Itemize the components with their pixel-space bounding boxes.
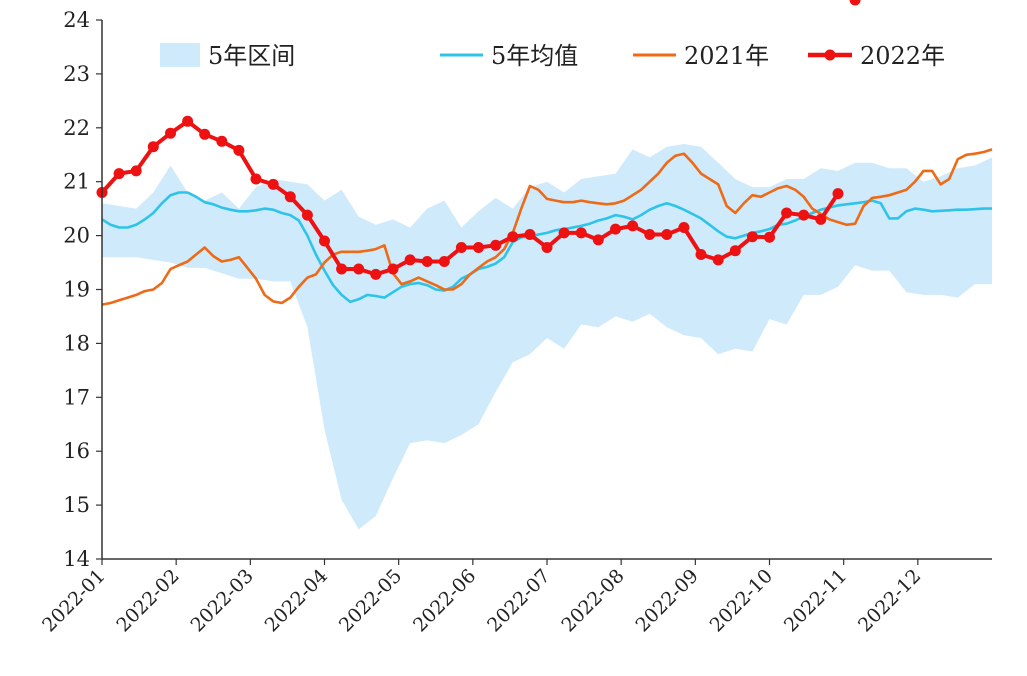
point-2022	[661, 229, 673, 240]
point-2022	[832, 188, 844, 200]
legend: 5年区间 5年均值 2021年 2022年	[160, 42, 945, 70]
point-2022	[199, 128, 211, 140]
x-tick-label: 2022-01	[38, 565, 109, 636]
y-tick-label: 14	[63, 547, 90, 571]
point-2022	[319, 235, 330, 247]
point-2022	[695, 249, 707, 260]
y-tick-label: 20	[63, 224, 90, 248]
y-tick-label: 23	[63, 62, 90, 86]
point-2022	[678, 222, 690, 233]
y-tick-label: 17	[63, 385, 90, 409]
x-tick-label: 2022-12	[854, 565, 925, 636]
point-2022	[130, 165, 142, 177]
point-2022	[473, 242, 484, 253]
point-2022	[729, 245, 741, 257]
series-line-5yr-mean	[101, 191, 992, 304]
point-2022	[267, 178, 279, 190]
point-2022	[781, 207, 793, 219]
x-tick-label: 2022-03	[186, 565, 257, 636]
point-2022	[284, 191, 296, 203]
point-2022	[370, 268, 382, 280]
x-tick-label: 2022-10	[706, 565, 777, 636]
series-line-2021	[101, 148, 993, 306]
point-2022	[507, 231, 519, 243]
point-2022	[336, 263, 348, 275]
point-2022	[815, 213, 827, 225]
y-tick-label: 18	[63, 331, 90, 355]
y-tick-label: 21	[63, 170, 90, 194]
point-2022	[165, 127, 176, 139]
point-2022	[558, 227, 570, 239]
series-layer	[96, 0, 993, 306]
legend-2022-label: 2022年	[860, 42, 945, 70]
point-2022	[147, 141, 159, 153]
point-2022	[353, 263, 365, 275]
x-tick-label: 2022-08	[557, 565, 628, 636]
x-tick-label: 2022-05	[335, 565, 406, 636]
point-2022	[575, 227, 587, 239]
y-tick-label: 22	[63, 116, 90, 140]
point-2022	[421, 256, 433, 267]
legend-2021-label: 2021年	[684, 42, 769, 70]
point-2022	[627, 220, 639, 232]
x-tick-label: 2022-07	[483, 565, 554, 636]
legend-band-label: 5年区间	[208, 42, 295, 70]
x-tick-label: 2022-09	[631, 565, 702, 636]
y-tick-label: 24	[63, 8, 90, 32]
y-tick-label: 16	[63, 439, 90, 463]
point-2022	[250, 173, 262, 185]
point-2022	[798, 209, 810, 221]
point-2022	[610, 223, 621, 235]
point-2022	[712, 254, 724, 266]
x-tick-label: 2022-11	[780, 565, 851, 636]
point-2022	[113, 168, 125, 180]
point-2022	[592, 234, 604, 246]
x-tick-label: 2022-02	[112, 565, 183, 636]
y-tick-label: 15	[63, 493, 90, 517]
point-2022	[233, 144, 245, 156]
point-2022	[490, 239, 502, 251]
point-2022	[216, 135, 228, 147]
x-tick-label: 2022-06	[409, 565, 480, 636]
point-2022	[644, 229, 656, 240]
legend-band-swatch	[160, 43, 200, 67]
y-tick-label: 19	[63, 278, 90, 302]
point-2022	[404, 254, 416, 266]
point-2022	[746, 231, 758, 243]
point-2022	[438, 256, 450, 267]
point-2022	[524, 229, 536, 240]
x-tick-label: 2022-04	[261, 565, 332, 636]
point-2022	[541, 242, 553, 253]
point-2022	[387, 263, 399, 275]
legend-2022-marker	[824, 49, 836, 61]
point-2022	[455, 242, 467, 253]
point-2022	[301, 209, 313, 221]
point-2022	[182, 115, 194, 127]
point-2022	[764, 231, 775, 243]
point-2022	[849, 0, 861, 6]
legend-mean-label: 5年均值	[491, 42, 578, 70]
